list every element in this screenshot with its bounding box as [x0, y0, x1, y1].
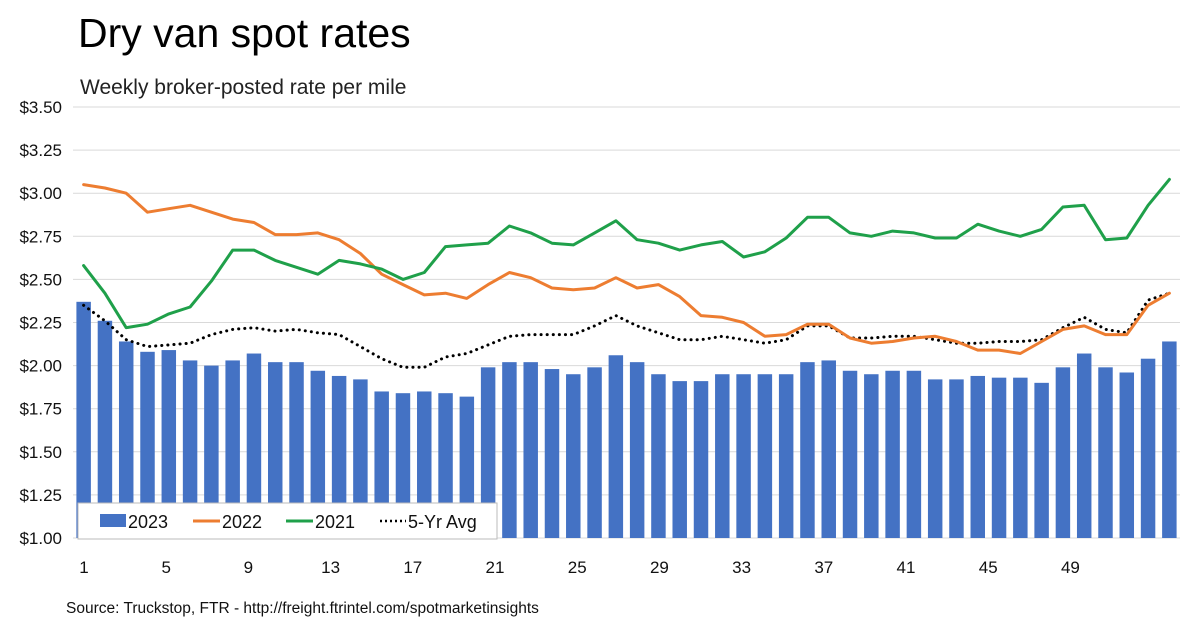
bar-2023-week-34	[778, 374, 794, 538]
y-tick-label: $2.75	[19, 227, 62, 246]
bar-2023-week-25	[587, 367, 602, 538]
y-tick-label: $3.00	[19, 184, 62, 203]
bar-2023-week-11	[289, 362, 304, 538]
bar-2023-week-4	[140, 351, 155, 538]
bar-2023-week-7	[204, 365, 219, 538]
y-tick-label: $1.75	[19, 400, 62, 419]
bar-2023-week-31	[715, 374, 730, 538]
x-tick-label: 33	[732, 558, 751, 577]
x-tick-label: 9	[244, 558, 253, 577]
bar-2023-week-23	[544, 369, 560, 538]
bar-2023-week-45	[1013, 377, 1028, 538]
bar-2023-week-33	[757, 374, 773, 538]
y-tick-label: $2.25	[19, 314, 62, 333]
y-tick-label: $2.50	[19, 270, 62, 289]
bar-2023-week-26	[608, 355, 624, 538]
bar-2023-week-20	[480, 367, 496, 538]
x-axis: 1 5 9 13 17 21 25 29 33 37 41 45 49	[79, 558, 1080, 577]
x-tick-label: 25	[568, 558, 587, 577]
bar-2023-week-49	[1098, 367, 1113, 538]
bar-2023-week-6	[182, 360, 198, 538]
bar-2023-week-13	[331, 375, 347, 538]
bar-2023-week-50	[1119, 372, 1135, 538]
bar-2023-week-27	[629, 362, 645, 538]
bar-2023-week-3	[118, 341, 134, 538]
line-2021	[82, 177, 1171, 330]
y-tick-label: $1.50	[19, 443, 62, 462]
legend-label-5yr-avg: 5-Yr Avg	[408, 512, 477, 532]
legend-label-2023: 2023	[128, 512, 168, 532]
x-tick-label: 37	[814, 558, 833, 577]
bar-2023-week-41	[927, 379, 943, 538]
bar-2023-week-10	[268, 362, 283, 538]
bar-2023-week-44	[991, 377, 1007, 538]
bar-2023-week-47	[1055, 367, 1071, 538]
x-tick-label: 29	[650, 558, 669, 577]
bar-2023-week-18	[438, 393, 453, 538]
bar-2023-week-24	[566, 374, 581, 538]
bar-2023-week-12	[310, 370, 326, 538]
bar-2023-week-52	[1162, 341, 1177, 538]
legend-label-2022: 2022	[222, 512, 262, 532]
bar-2023-week-36	[821, 360, 836, 538]
bar-2023-week-5	[161, 350, 177, 538]
y-tick-label: $1.25	[19, 486, 62, 505]
bar-2023-week-51	[1140, 358, 1156, 538]
chart-subtitle: Weekly broker-posted rate per mile	[80, 76, 407, 99]
legend-swatch-2023	[100, 514, 126, 527]
x-tick-label: 17	[403, 558, 422, 577]
y-tick-label: $2.00	[19, 357, 62, 376]
bar-2023-week-1	[76, 301, 91, 538]
y-tick-label: $1.00	[19, 529, 62, 548]
x-tick-label: 49	[1061, 558, 1080, 577]
legend-label-2021: 2021	[315, 512, 355, 532]
bars-2023	[76, 301, 1177, 538]
line-2022	[82, 183, 1171, 355]
x-tick-label: 1	[79, 558, 88, 577]
bar-2023-week-17	[417, 391, 432, 538]
bar-2023-week-48	[1076, 353, 1092, 538]
bar-2023-week-37	[842, 370, 858, 538]
chart-title: Dry van spot rates	[78, 10, 411, 56]
y-tick-label: $3.50	[19, 98, 62, 117]
bar-2023-week-38	[864, 374, 879, 538]
bar-2023-week-40	[906, 370, 922, 538]
bar-2023-week-43	[970, 375, 985, 538]
bar-2023-week-28	[651, 374, 666, 538]
source-note: Source: Truckstop, FTR - http://freight.…	[66, 600, 539, 617]
bar-2023-week-22	[523, 362, 538, 538]
y-axis: $1.00 $1.25 $1.50 $1.75 $2.00 $2.25 $2.50 $2.75…	[19, 98, 62, 548]
bar-2023-week-21	[502, 362, 517, 538]
line-5-yr-avg	[82, 291, 1171, 369]
bar-2023-week-8	[225, 360, 240, 538]
bar-2023-week-15	[374, 391, 389, 538]
bar-2023-week-32	[736, 374, 751, 538]
x-tick-label: 5	[161, 558, 170, 577]
bar-2023-week-39	[885, 370, 900, 538]
x-tick-label: 45	[979, 558, 998, 577]
legend: 2023 2022 2021 5-Yr Avg	[77, 502, 498, 540]
x-tick-label: 41	[897, 558, 916, 577]
bar-2023-week-16	[395, 393, 411, 538]
y-tick-label: $3.25	[19, 141, 62, 160]
x-tick-label: 21	[486, 558, 505, 577]
bar-2023-week-42	[949, 379, 964, 538]
bar-2023-week-35	[800, 362, 815, 538]
bar-2023-week-30	[693, 381, 709, 538]
bar-2023-week-29	[672, 381, 687, 538]
line-series	[82, 177, 1171, 369]
bar-2023-week-2	[97, 320, 113, 538]
bar-2023-week-46	[1034, 382, 1049, 538]
bar-2023-week-9	[246, 353, 262, 538]
bar-2023-week-14	[353, 379, 368, 538]
x-tick-label: 13	[321, 558, 340, 577]
